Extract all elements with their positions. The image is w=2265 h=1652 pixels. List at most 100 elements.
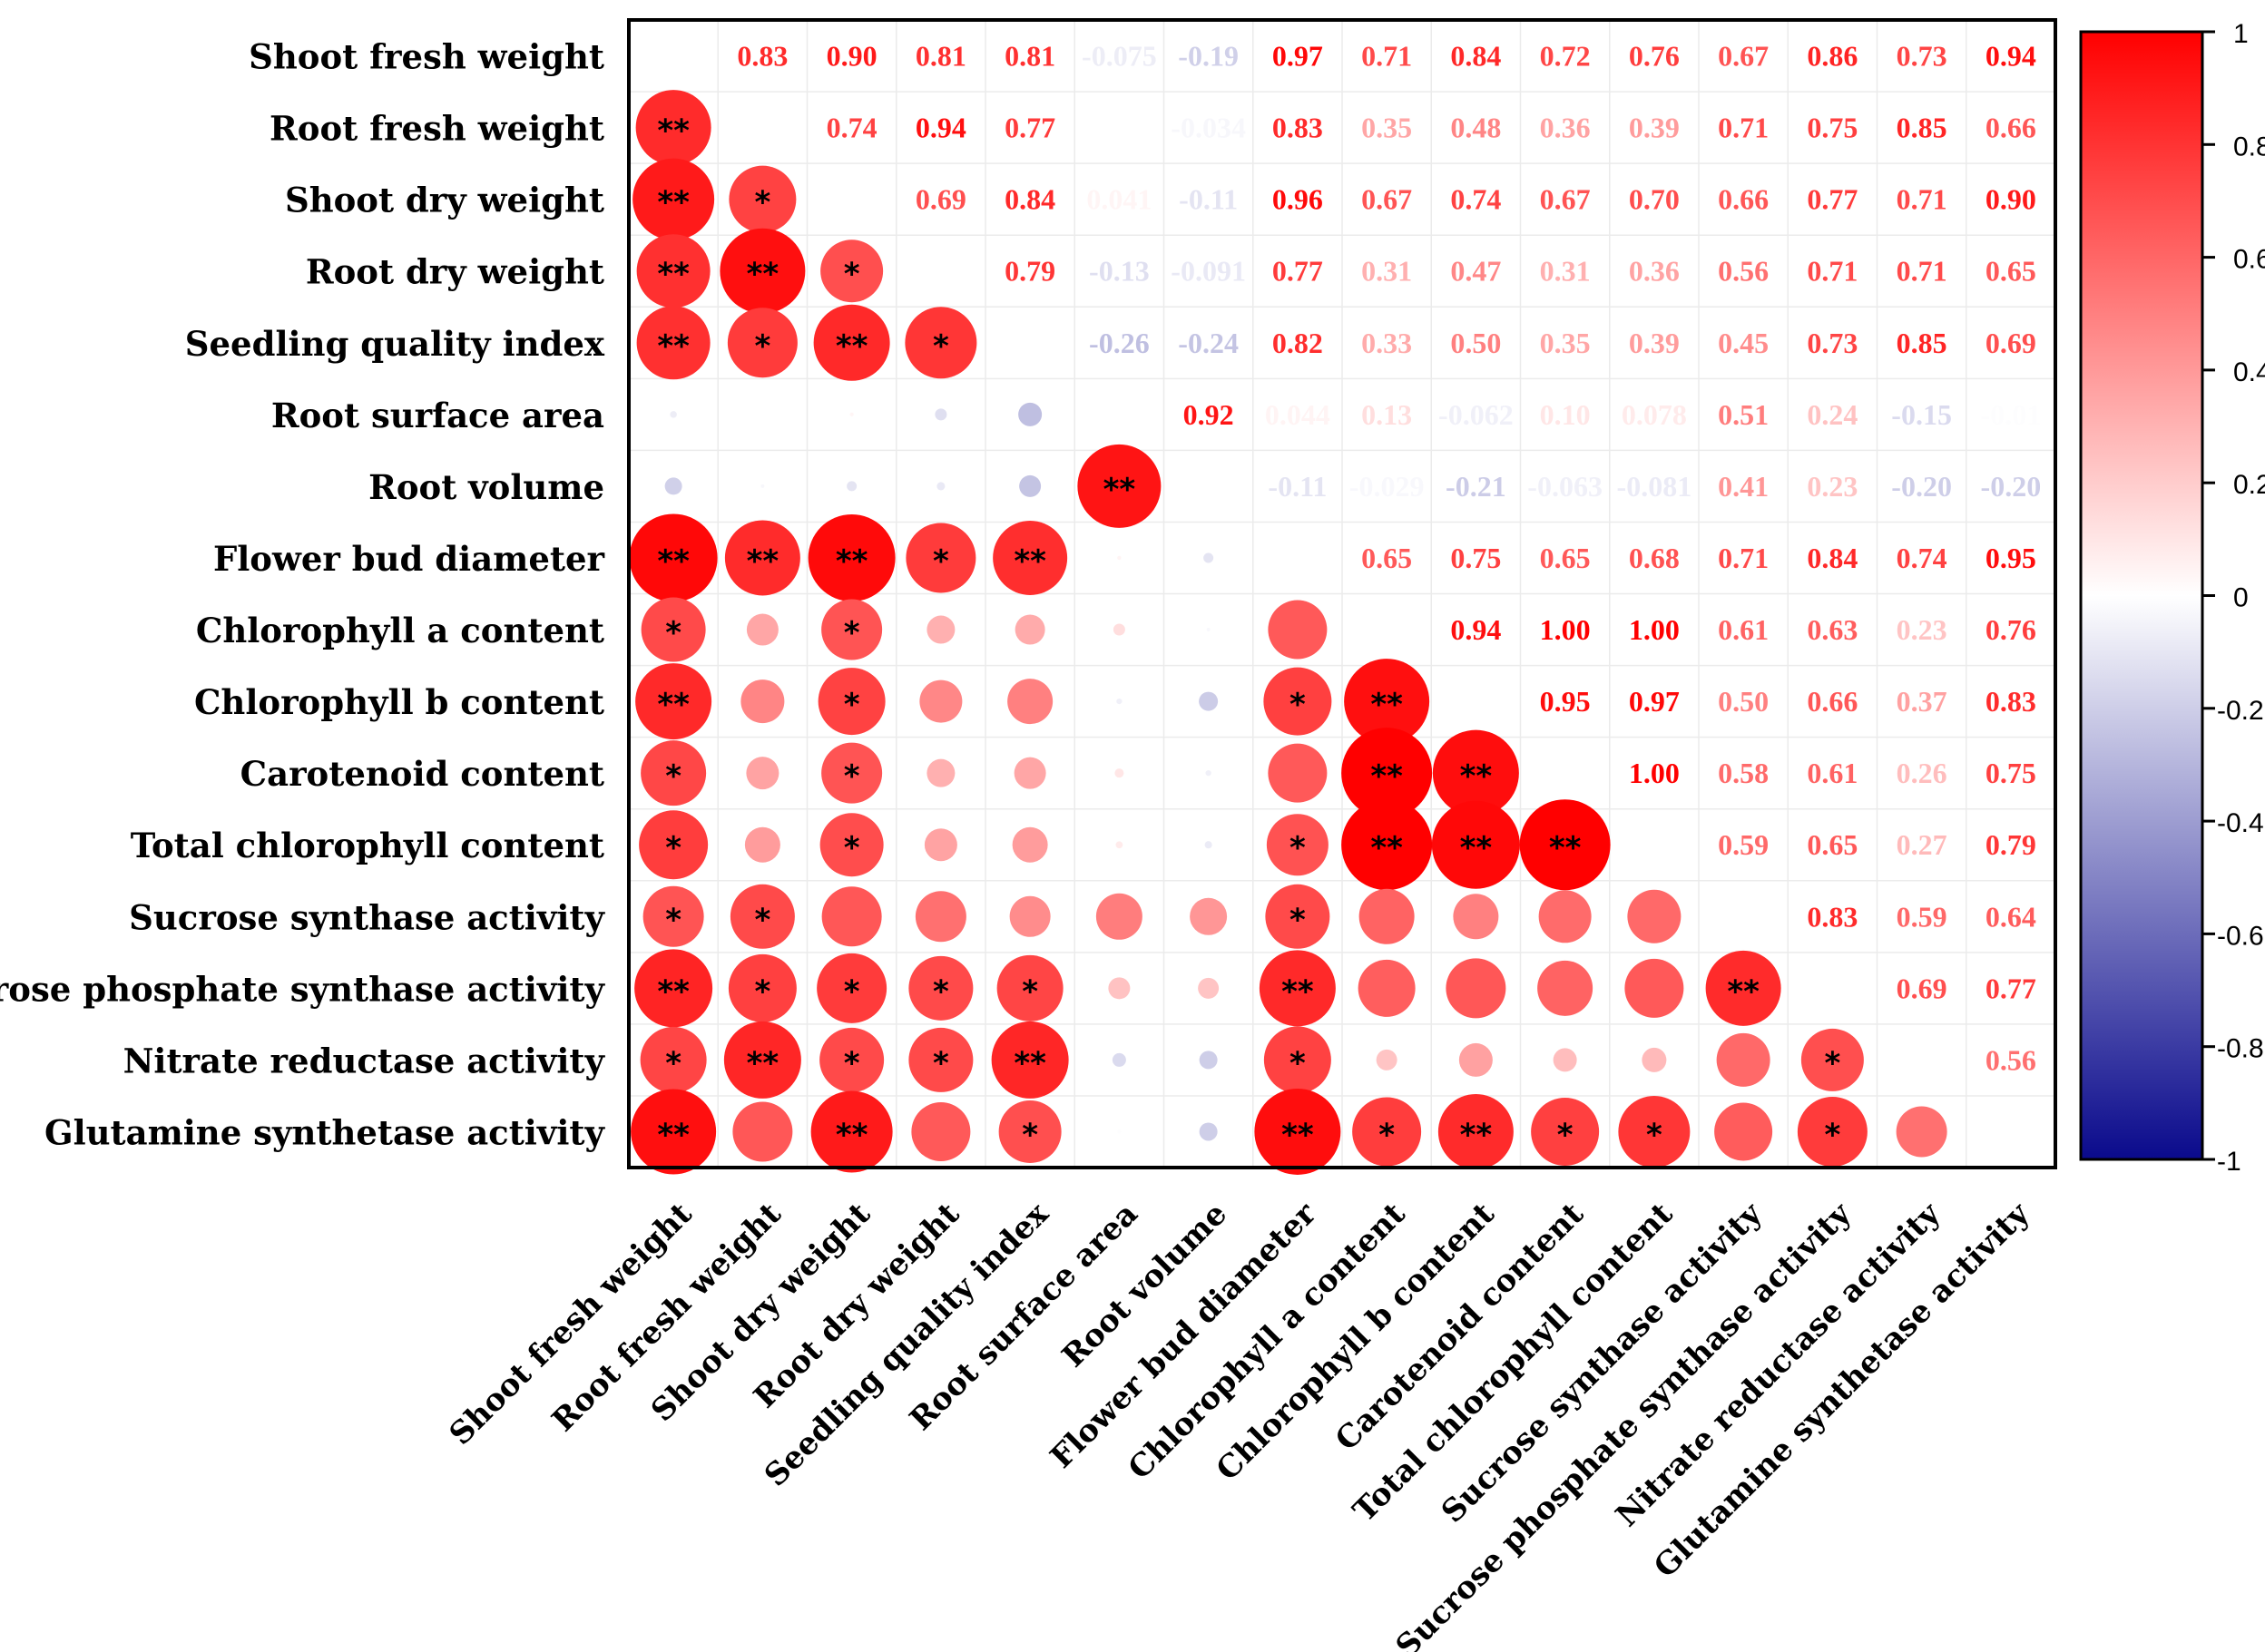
row-label: Sucrose phosphate synthase activity (0, 969, 605, 1009)
corr-value-r2-c5: 0.041 (1086, 183, 1152, 216)
corr-circle-r12-c7 (1265, 884, 1330, 949)
colorbar-tick-label: 0.6 (2233, 245, 2265, 275)
corr-value-r0-c7: 0.97 (1272, 40, 1323, 73)
corr-circle-r12-c3 (915, 891, 966, 943)
corr-circle-r13-c8 (1358, 959, 1416, 1017)
colorbar-tick-label: -0.8 (2217, 1034, 2264, 1064)
significance-mark-r9-c8: ** (1370, 687, 1403, 723)
corr-circle-r11-c8 (1341, 799, 1433, 891)
corr-circle-r15-c2 (810, 1090, 893, 1173)
corr-value-r6-c12: 0.41 (1718, 470, 1769, 503)
lower-triangle: **** *** ** *** * ** ***** ** ** * *** *** * * *** * ** *… (629, 90, 1947, 1175)
corr-value-r5-c8: 0.13 (1361, 398, 1412, 431)
corr-value-r7-c11: 0.68 (1629, 542, 1680, 574)
corr-circle-r5-c2 (849, 412, 854, 416)
corr-value-r0-c9: 0.84 (1450, 40, 1501, 73)
corr-value-r8-c13: 0.63 (1807, 613, 1858, 646)
significance-mark-r13-c4: * (1022, 973, 1038, 1010)
corr-value-r12-c13: 0.83 (1807, 900, 1858, 933)
significance-mark-r12-c7: * (1289, 902, 1306, 938)
corr-value-r0-c11: 0.76 (1629, 40, 1680, 73)
colorbar-tick-label: -0.6 (2217, 921, 2264, 951)
corr-circle-r10-c6 (1205, 770, 1211, 777)
corr-value-r4-c12: 0.45 (1718, 327, 1769, 359)
corr-value-r5-c14: -0.15 (1891, 398, 1952, 431)
corr-value-r1-c15: 0.66 (1986, 112, 2036, 144)
row-label: Root fresh weight (270, 109, 604, 149)
corr-circle-r14-c1 (723, 1021, 801, 1099)
corr-circle-r15-c1 (732, 1101, 793, 1162)
corr-circle-r7-c5 (1117, 555, 1122, 561)
significance-mark-r14-c7: * (1289, 1045, 1306, 1081)
significance-mark-r6-c5: ** (1103, 472, 1136, 508)
corr-value-r12-c14: 0.59 (1897, 900, 1947, 933)
corr-circle-r4-c2 (813, 304, 890, 381)
corr-circle-r4-c3 (905, 307, 977, 379)
corr-circle-r13-c4 (996, 954, 1064, 1022)
significance-mark-r15-c7: ** (1281, 1117, 1314, 1153)
significance-mark-r12-c0: * (665, 902, 681, 938)
corr-value-r3-c5: -0.13 (1089, 255, 1150, 288)
corr-circle-r14-c2 (819, 1027, 885, 1092)
row-label: Total chlorophyll content (131, 826, 604, 865)
significance-mark-r4-c0: ** (657, 328, 690, 365)
significance-mark-r10-c8: ** (1370, 758, 1403, 795)
corr-circle-r8-c5 (1113, 623, 1125, 636)
corr-circle-r12-c10 (1538, 890, 1592, 943)
corr-circle-r11-c4 (1012, 826, 1048, 863)
colorbar-tick-label: 1 (2233, 19, 2249, 49)
row-label: Glutamine synthetase activity (44, 1112, 606, 1152)
grid (629, 20, 2055, 1168)
corr-value-r0-c15: 0.94 (1986, 40, 2036, 73)
corr-value-r1-c12: 0.71 (1718, 112, 1769, 144)
corr-value-r12-c15: 0.64 (1986, 900, 2036, 933)
corr-value-r5-c13: 0.24 (1807, 398, 1858, 431)
significance-mark-r7-c2: ** (836, 543, 868, 580)
significance-mark-r13-c0: ** (657, 973, 690, 1010)
corr-circle-r9-c1 (740, 679, 785, 724)
corr-value-r2-c11: 0.70 (1629, 183, 1680, 216)
row-label: Chlorophyll a content (196, 611, 604, 650)
corr-value-r0-c8: 0.71 (1361, 40, 1412, 73)
corr-circle-r14-c7 (1263, 1026, 1331, 1094)
corr-value-r10-c14: 0.26 (1897, 757, 1947, 789)
corr-value-r4-c9: 0.50 (1450, 327, 1501, 359)
corr-value-r2-c13: 0.77 (1807, 183, 1858, 216)
corr-value-r1-c6: -0.034 (1171, 112, 1246, 144)
plot-frame (627, 18, 2057, 1169)
corr-value-r1-c9: 0.48 (1450, 112, 1501, 144)
corr-value-r0-c4: 0.81 (1005, 40, 1055, 73)
corr-circle-r8-c7 (1268, 600, 1328, 660)
corr-circle-r9-c0 (635, 663, 712, 740)
corr-circle-r14-c5 (1112, 1052, 1126, 1067)
row-label: Seedling quality index (185, 324, 605, 364)
corr-value-r6-c10: -0.063 (1527, 470, 1603, 503)
significance-mark-r15-c4: * (1022, 1117, 1038, 1153)
colorbar-tick-label: 0 (2233, 583, 2249, 613)
significance-mark-r11-c0: * (665, 830, 681, 866)
corr-circle-r7-c2 (808, 513, 896, 601)
corr-circle-r9-c5 (1116, 698, 1123, 705)
corr-value-r2-c14: 0.71 (1897, 183, 1947, 216)
corr-value-r1-c8: 0.35 (1361, 112, 1412, 144)
corr-circle-r15-c10 (1531, 1097, 1600, 1166)
corr-value-r6-c13: 0.23 (1807, 470, 1858, 503)
corr-value-r9-c10: 0.95 (1540, 685, 1591, 718)
corr-circle-r1-c0 (635, 90, 711, 166)
corr-circle-r15-c13 (1797, 1096, 1868, 1167)
corr-value-r11-c14: 0.27 (1897, 828, 1947, 861)
corr-value-r3-c13: 0.71 (1807, 255, 1858, 288)
corr-circle-r3-c1 (720, 228, 806, 314)
significance-mark-r11-c8: ** (1370, 830, 1403, 866)
significance-mark-r3-c2: * (844, 257, 860, 293)
corr-value-r10-c15: 0.75 (1986, 757, 2036, 789)
corr-value-r1-c10: 0.36 (1540, 112, 1591, 144)
corr-circle-r12-c0 (642, 885, 704, 947)
corr-circle-r12-c8 (1358, 888, 1415, 944)
corr-circle-r12-c4 (1009, 895, 1051, 937)
significance-mark-r9-c0: ** (657, 687, 690, 723)
colorbar-tick-label: 0.8 (2233, 132, 2265, 161)
corr-circle-r9-c6 (1199, 691, 1219, 711)
corr-circle-r14-c8 (1376, 1049, 1397, 1070)
